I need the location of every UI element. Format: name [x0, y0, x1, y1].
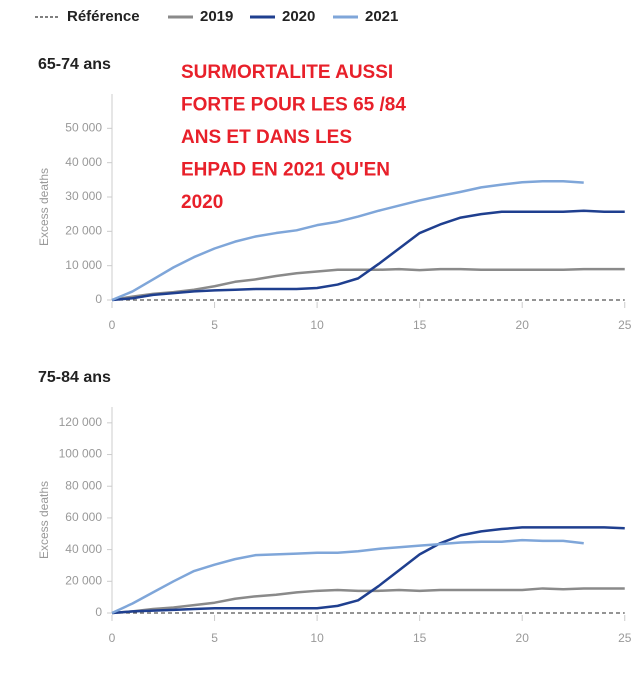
y-axis-label: Excess deaths [37, 481, 51, 559]
series-line [111, 179, 584, 302]
annotation: EHPAD EN 2021 QU'EN [181, 160, 390, 181]
annotation: 2020 [181, 192, 223, 213]
series-line [111, 267, 625, 302]
annotation: ANS ET DANS LES [181, 127, 352, 148]
x-tick-label: 5 [211, 631, 218, 645]
y-tick-label: 100 000 [59, 447, 103, 461]
x-tick-label: 15 [413, 318, 427, 332]
legend-label: 2021 [365, 8, 398, 25]
y-tick-label: 40 000 [65, 542, 102, 556]
x-tick-label: 25 [618, 631, 632, 645]
series-line [111, 587, 625, 615]
x-tick-label: 10 [310, 318, 324, 332]
y-tick-label: 10 000 [65, 258, 102, 272]
x-tick-label: 5 [211, 318, 218, 332]
legend-label: Référence [67, 8, 140, 25]
y-tick-label: 30 000 [65, 189, 102, 203]
y-tick-label: 0 [95, 292, 102, 306]
series-line [111, 526, 625, 615]
y-tick-label: 50 000 [65, 121, 102, 135]
y-axis-label: Excess deaths [37, 168, 51, 246]
series-line [111, 538, 584, 615]
chart-title: 65-74 ans [38, 56, 111, 73]
x-tick-label: 0 [109, 631, 116, 645]
annotation: FORTE POUR LES 65 /84 [181, 95, 406, 116]
legend-label: 2020 [282, 8, 315, 25]
x-tick-label: 0 [109, 318, 116, 332]
legend-label: 2019 [200, 8, 233, 25]
y-tick-label: 60 000 [65, 510, 102, 524]
y-tick-label: 80 000 [65, 478, 102, 492]
y-tick-label: 40 000 [65, 155, 102, 169]
series-line [111, 209, 625, 302]
chart-title: 75-84 ans [38, 369, 111, 386]
x-tick-label: 20 [516, 631, 530, 645]
x-tick-label: 10 [310, 631, 324, 645]
x-tick-label: 15 [413, 631, 427, 645]
x-tick-label: 25 [618, 318, 632, 332]
y-tick-label: 0 [95, 605, 102, 619]
annotation: SURMORTALITE AUSSI [181, 62, 393, 83]
x-tick-label: 20 [516, 318, 530, 332]
y-tick-label: 120 000 [59, 415, 103, 429]
y-tick-label: 20 000 [65, 573, 102, 587]
y-tick-label: 20 000 [65, 224, 102, 238]
